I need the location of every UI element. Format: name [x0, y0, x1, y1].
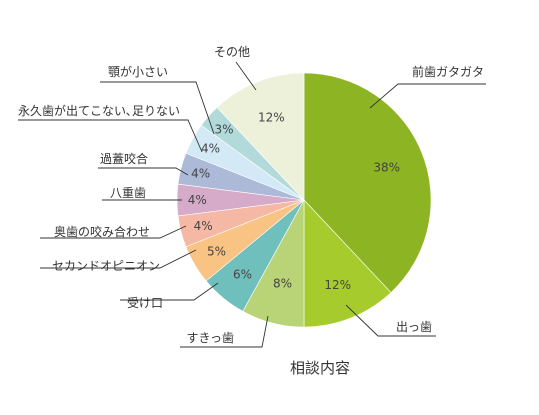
- leader-line: [120, 282, 219, 301]
- slice-percent-label: 6%: [233, 267, 252, 281]
- slice-percent-label: 8%: [273, 277, 292, 291]
- leader-line: [40, 225, 187, 239]
- slice-percent-label: 3%: [214, 123, 233, 137]
- slice-category-label: 顎が小さい: [108, 64, 168, 79]
- slice-category-label: すきっ歯: [186, 331, 234, 345]
- slice-category-label: セカンドオピニオン: [52, 259, 160, 273]
- percent-labels: 38% 12% 8% 6% 5% 4% 4% 4% 4% 3% 12%: [188, 110, 400, 292]
- leader-line: [100, 81, 215, 135]
- slice-percent-label: 4%: [194, 219, 213, 233]
- leader-line: [180, 315, 269, 348]
- slice-percent-label: 12%: [258, 110, 285, 124]
- slice-category-label: その他: [214, 45, 250, 59]
- leader-line: [40, 249, 197, 269]
- slice-category-label: 出っ歯: [396, 320, 432, 334]
- slice-category-label: 八重歯: [110, 186, 146, 200]
- pie-slice: [216, 72, 305, 201]
- pie-slice: [303, 72, 432, 294]
- leader-line: [369, 83, 486, 109]
- slice-percent-label: 4%: [191, 167, 210, 181]
- pie-slice: [303, 199, 392, 328]
- slice-percent-label: 38%: [373, 160, 400, 174]
- slice-percent-label: 5%: [207, 245, 226, 259]
- slice-category-label: 過蓋咬合: [100, 151, 148, 166]
- leader-line: [235, 61, 257, 91]
- slice-category-label: 受け口: [127, 296, 163, 310]
- leader-line: [18, 119, 203, 153]
- slice-category-label: 奥歯の咬み合わせ: [54, 224, 150, 239]
- slice-percent-label: 4%: [188, 193, 207, 207]
- leader-lines: [18, 61, 486, 348]
- chart-title: 相談内容: [290, 359, 350, 377]
- slice-percent-label: 12%: [324, 278, 351, 292]
- leader-line: [98, 167, 189, 176]
- leader-line: [345, 304, 436, 337]
- slice-category-label: 永久歯が出てこない､足りない: [18, 103, 180, 118]
- pie-slices: [176, 72, 432, 328]
- slice-percent-label: 4%: [201, 142, 220, 156]
- slice-category-label: 前歯ガタガタ: [412, 64, 484, 79]
